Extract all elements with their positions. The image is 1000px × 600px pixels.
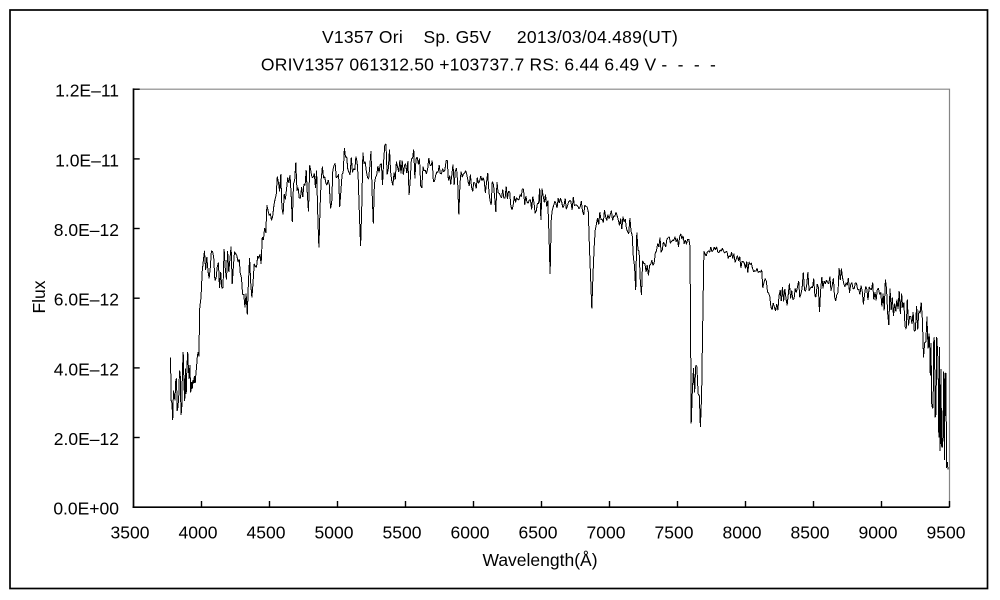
svg-text:6.0E–12: 6.0E–12 (54, 290, 119, 310)
svg-text:1.2E–11: 1.2E–11 (55, 81, 119, 101)
svg-text:8000: 8000 (723, 523, 762, 543)
svg-text:8.0E–12: 8.0E–12 (54, 220, 119, 240)
svg-text:7500: 7500 (655, 523, 694, 543)
svg-text:4.0E–12: 4.0E–12 (54, 359, 119, 379)
svg-text:2.0E–12: 2.0E–12 (54, 429, 119, 449)
svg-text:6000: 6000 (451, 523, 490, 543)
svg-text:9500: 9500 (927, 523, 966, 543)
svg-text:4000: 4000 (179, 523, 218, 543)
svg-text:0.0E+00: 0.0E+00 (53, 499, 119, 519)
svg-text:7000: 7000 (587, 523, 626, 543)
svg-text:9000: 9000 (859, 523, 898, 543)
svg-text:V1357 Ori Sp. G5V 2013/: V1357 Ori Sp. G5V 2013/03/04.489(UT) (322, 27, 678, 47)
svg-text:Flux: Flux (29, 280, 49, 313)
svg-text:8500: 8500 (791, 523, 830, 543)
svg-text:1.0E–11: 1.0E–11 (55, 150, 119, 170)
svg-text:5000: 5000 (315, 523, 354, 543)
svg-text:6500: 6500 (519, 523, 558, 543)
svg-text:4500: 4500 (247, 523, 286, 543)
svg-text:Wavelength(Å): Wavelength(Å) (482, 550, 597, 570)
svg-text:3500: 3500 (111, 523, 150, 543)
svg-text:5500: 5500 (383, 523, 422, 543)
svg-text:ORIV1357 061312.50 +103737.7 R: ORIV1357 061312.50 +103737.7 RS: 6.44 6.… (261, 55, 716, 75)
